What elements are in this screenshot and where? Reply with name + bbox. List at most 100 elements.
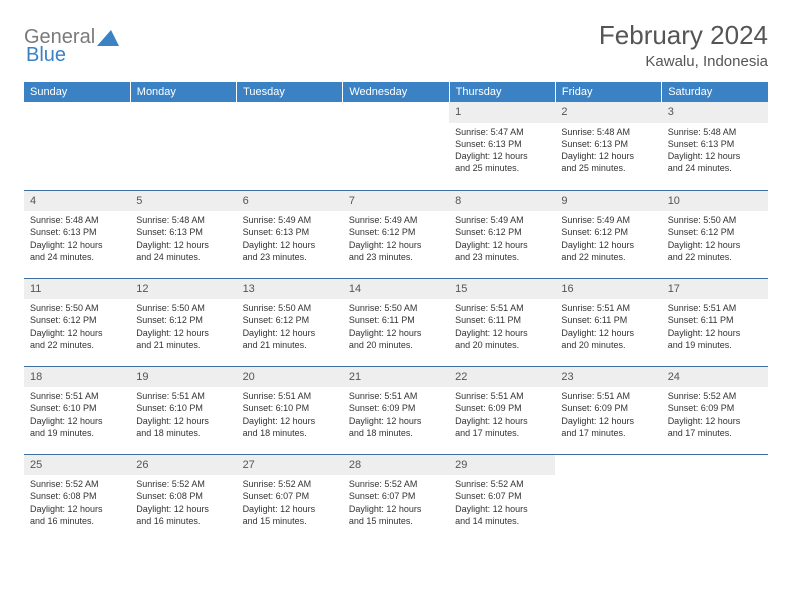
day-d1: Daylight: 12 hours <box>455 503 549 515</box>
calendar-week-row: 25Sunrise: 5:52 AMSunset: 6:08 PMDayligh… <box>24 454 768 542</box>
calendar-day-cell: 19Sunrise: 5:51 AMSunset: 6:10 PMDayligh… <box>130 366 236 454</box>
calendar-day-cell: 5Sunrise: 5:48 AMSunset: 6:13 PMDaylight… <box>130 190 236 278</box>
day-content: Sunrise: 5:49 AMSunset: 6:13 PMDaylight:… <box>237 211 343 266</box>
calendar-day-cell: 25Sunrise: 5:52 AMSunset: 6:08 PMDayligh… <box>24 454 130 542</box>
day-content: Sunrise: 5:47 AMSunset: 6:13 PMDaylight:… <box>449 123 555 178</box>
calendar-day-cell: 12Sunrise: 5:50 AMSunset: 6:12 PMDayligh… <box>130 278 236 366</box>
day-d1: Daylight: 12 hours <box>30 327 124 339</box>
calendar-week-row: 11Sunrise: 5:50 AMSunset: 6:12 PMDayligh… <box>24 278 768 366</box>
day-d2: and 18 minutes. <box>243 427 337 439</box>
day-number: 9 <box>555 191 661 212</box>
day-content: Sunrise: 5:52 AMSunset: 6:08 PMDaylight:… <box>130 475 236 530</box>
calendar-day-cell: 6Sunrise: 5:49 AMSunset: 6:13 PMDaylight… <box>237 190 343 278</box>
day-d2: and 14 minutes. <box>455 515 549 527</box>
day-d1: Daylight: 12 hours <box>668 239 762 251</box>
calendar-week-row: 4Sunrise: 5:48 AMSunset: 6:13 PMDaylight… <box>24 190 768 278</box>
calendar-week-row: 1Sunrise: 5:47 AMSunset: 6:13 PMDaylight… <box>24 102 768 190</box>
day-sr: Sunrise: 5:50 AM <box>30 302 124 314</box>
day-d2: and 15 minutes. <box>349 515 443 527</box>
day-content: Sunrise: 5:48 AMSunset: 6:13 PMDaylight:… <box>24 211 130 266</box>
day-ss: Sunset: 6:13 PM <box>455 138 549 150</box>
day-d1: Daylight: 12 hours <box>561 327 655 339</box>
day-ss: Sunset: 6:13 PM <box>30 226 124 238</box>
day-content: Sunrise: 5:51 AMSunset: 6:10 PMDaylight:… <box>237 387 343 442</box>
day-content: Sunrise: 5:48 AMSunset: 6:13 PMDaylight:… <box>662 123 768 178</box>
day-d2: and 23 minutes. <box>455 251 549 263</box>
day-d2: and 20 minutes. <box>349 339 443 351</box>
day-content: Sunrise: 5:51 AMSunset: 6:11 PMDaylight:… <box>662 299 768 354</box>
calendar-day-cell: 1Sunrise: 5:47 AMSunset: 6:13 PMDaylight… <box>449 102 555 190</box>
day-number: 16 <box>555 279 661 300</box>
day-ss: Sunset: 6:07 PM <box>349 490 443 502</box>
day-d2: and 21 minutes. <box>243 339 337 351</box>
day-d1: Daylight: 12 hours <box>561 150 655 162</box>
day-content: Sunrise: 5:51 AMSunset: 6:10 PMDaylight:… <box>130 387 236 442</box>
calendar-page: General February 2024 Kawalu, Indonesia … <box>0 0 792 562</box>
calendar-day-cell: 28Sunrise: 5:52 AMSunset: 6:07 PMDayligh… <box>343 454 449 542</box>
day-content: Sunrise: 5:50 AMSunset: 6:12 PMDaylight:… <box>24 299 130 354</box>
day-content: Sunrise: 5:51 AMSunset: 6:11 PMDaylight:… <box>555 299 661 354</box>
calendar-day-cell <box>662 454 768 542</box>
day-d1: Daylight: 12 hours <box>668 327 762 339</box>
calendar-day-cell: 15Sunrise: 5:51 AMSunset: 6:11 PMDayligh… <box>449 278 555 366</box>
day-ss: Sunset: 6:09 PM <box>349 402 443 414</box>
day-ss: Sunset: 6:12 PM <box>455 226 549 238</box>
day-ss: Sunset: 6:11 PM <box>349 314 443 326</box>
day-ss: Sunset: 6:11 PM <box>455 314 549 326</box>
title-block: February 2024 Kawalu, Indonesia <box>599 20 768 70</box>
day-d1: Daylight: 12 hours <box>349 503 443 515</box>
day-content: Sunrise: 5:52 AMSunset: 6:07 PMDaylight:… <box>237 475 343 530</box>
day-d1: Daylight: 12 hours <box>136 415 230 427</box>
day-d2: and 15 minutes. <box>243 515 337 527</box>
day-d1: Daylight: 12 hours <box>243 327 337 339</box>
day-d2: and 17 minutes. <box>668 427 762 439</box>
day-sr: Sunrise: 5:52 AM <box>455 478 549 490</box>
day-ss: Sunset: 6:09 PM <box>455 402 549 414</box>
day-sr: Sunrise: 5:52 AM <box>30 478 124 490</box>
day-sr: Sunrise: 5:49 AM <box>455 214 549 226</box>
day-d1: Daylight: 12 hours <box>349 327 443 339</box>
day-content: Sunrise: 5:49 AMSunset: 6:12 PMDaylight:… <box>343 211 449 266</box>
day-content: Sunrise: 5:49 AMSunset: 6:12 PMDaylight:… <box>555 211 661 266</box>
day-number: 5 <box>130 191 236 212</box>
calendar-day-cell: 3Sunrise: 5:48 AMSunset: 6:13 PMDaylight… <box>662 102 768 190</box>
calendar-body: 1Sunrise: 5:47 AMSunset: 6:13 PMDaylight… <box>24 102 768 542</box>
day-number: 10 <box>662 191 768 212</box>
day-d2: and 23 minutes. <box>349 251 443 263</box>
day-sr: Sunrise: 5:51 AM <box>455 390 549 402</box>
day-number: 22 <box>449 367 555 388</box>
day-sr: Sunrise: 5:51 AM <box>349 390 443 402</box>
calendar-day-cell: 2Sunrise: 5:48 AMSunset: 6:13 PMDaylight… <box>555 102 661 190</box>
day-number: 29 <box>449 455 555 476</box>
day-ss: Sunset: 6:09 PM <box>668 402 762 414</box>
day-d1: Daylight: 12 hours <box>30 239 124 251</box>
day-content: Sunrise: 5:51 AMSunset: 6:09 PMDaylight:… <box>343 387 449 442</box>
day-ss: Sunset: 6:08 PM <box>30 490 124 502</box>
day-number: 20 <box>237 367 343 388</box>
day-ss: Sunset: 6:09 PM <box>561 402 655 414</box>
day-ss: Sunset: 6:13 PM <box>243 226 337 238</box>
day-sr: Sunrise: 5:49 AM <box>349 214 443 226</box>
day-d2: and 25 minutes. <box>561 162 655 174</box>
day-number: 7 <box>343 191 449 212</box>
calendar-day-cell <box>237 102 343 190</box>
day-number: 26 <box>130 455 236 476</box>
weekday-header: Friday <box>555 82 661 102</box>
calendar-day-cell: 11Sunrise: 5:50 AMSunset: 6:12 PMDayligh… <box>24 278 130 366</box>
day-d2: and 22 minutes. <box>668 251 762 263</box>
day-sr: Sunrise: 5:47 AM <box>455 126 549 138</box>
day-d1: Daylight: 12 hours <box>455 415 549 427</box>
day-sr: Sunrise: 5:50 AM <box>243 302 337 314</box>
day-number: 19 <box>130 367 236 388</box>
day-content: Sunrise: 5:50 AMSunset: 6:12 PMDaylight:… <box>130 299 236 354</box>
day-d1: Daylight: 12 hours <box>243 239 337 251</box>
day-ss: Sunset: 6:12 PM <box>136 314 230 326</box>
day-d2: and 19 minutes. <box>30 427 124 439</box>
day-number: 14 <box>343 279 449 300</box>
day-d1: Daylight: 12 hours <box>136 327 230 339</box>
day-d1: Daylight: 12 hours <box>455 327 549 339</box>
day-ss: Sunset: 6:12 PM <box>30 314 124 326</box>
calendar-day-cell: 8Sunrise: 5:49 AMSunset: 6:12 PMDaylight… <box>449 190 555 278</box>
day-d1: Daylight: 12 hours <box>455 239 549 251</box>
calendar-day-cell <box>555 454 661 542</box>
